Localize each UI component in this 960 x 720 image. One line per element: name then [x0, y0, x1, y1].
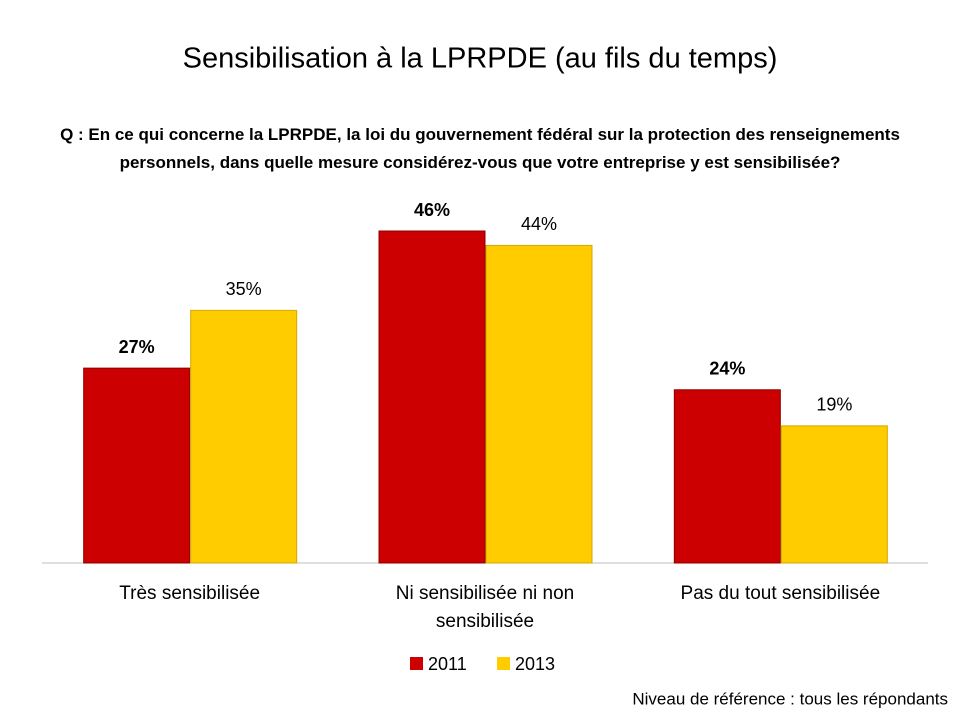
bar	[485, 244, 593, 564]
bar	[780, 425, 888, 564]
value-label: 19%	[816, 395, 852, 415]
value-label: 24%	[709, 359, 745, 379]
legend-label: 2013	[515, 654, 555, 674]
x-tick-label: Très sensibilisée	[119, 583, 261, 604]
x-tick-label: Pas du tout sensibilisée	[680, 583, 881, 604]
bar	[673, 389, 781, 564]
value-label: 44%	[521, 214, 557, 234]
bar	[378, 230, 486, 564]
x-tick-label: Ni sensibilisée ni non sensibilisée	[395, 583, 575, 632]
value-label: 35%	[226, 279, 262, 299]
subtitle: Q : En ce qui concerne la LPRPDE, la loi…	[60, 125, 900, 172]
value-label: 46%	[414, 200, 450, 220]
legend-swatch	[497, 657, 510, 670]
note: Niveau de référence : tous les répondant…	[632, 689, 948, 708]
value-label: 27%	[119, 337, 155, 357]
bar	[190, 309, 298, 564]
legend-swatch	[410, 657, 423, 670]
legend-label: 2011	[428, 654, 467, 674]
chart-title: Sensibilisation à la LPRPDE (au fils du …	[183, 43, 778, 75]
bar	[83, 367, 191, 564]
